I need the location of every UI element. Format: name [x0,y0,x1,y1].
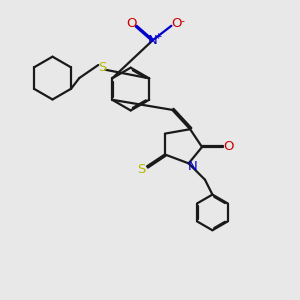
Text: -: - [181,16,185,26]
Text: O: O [224,140,234,153]
Text: S: S [98,61,106,74]
Text: +: + [154,32,162,41]
Text: N: N [148,34,158,46]
Text: S: S [137,164,146,176]
Text: O: O [126,17,136,30]
Text: N: N [188,160,198,173]
Text: O: O [172,17,182,30]
